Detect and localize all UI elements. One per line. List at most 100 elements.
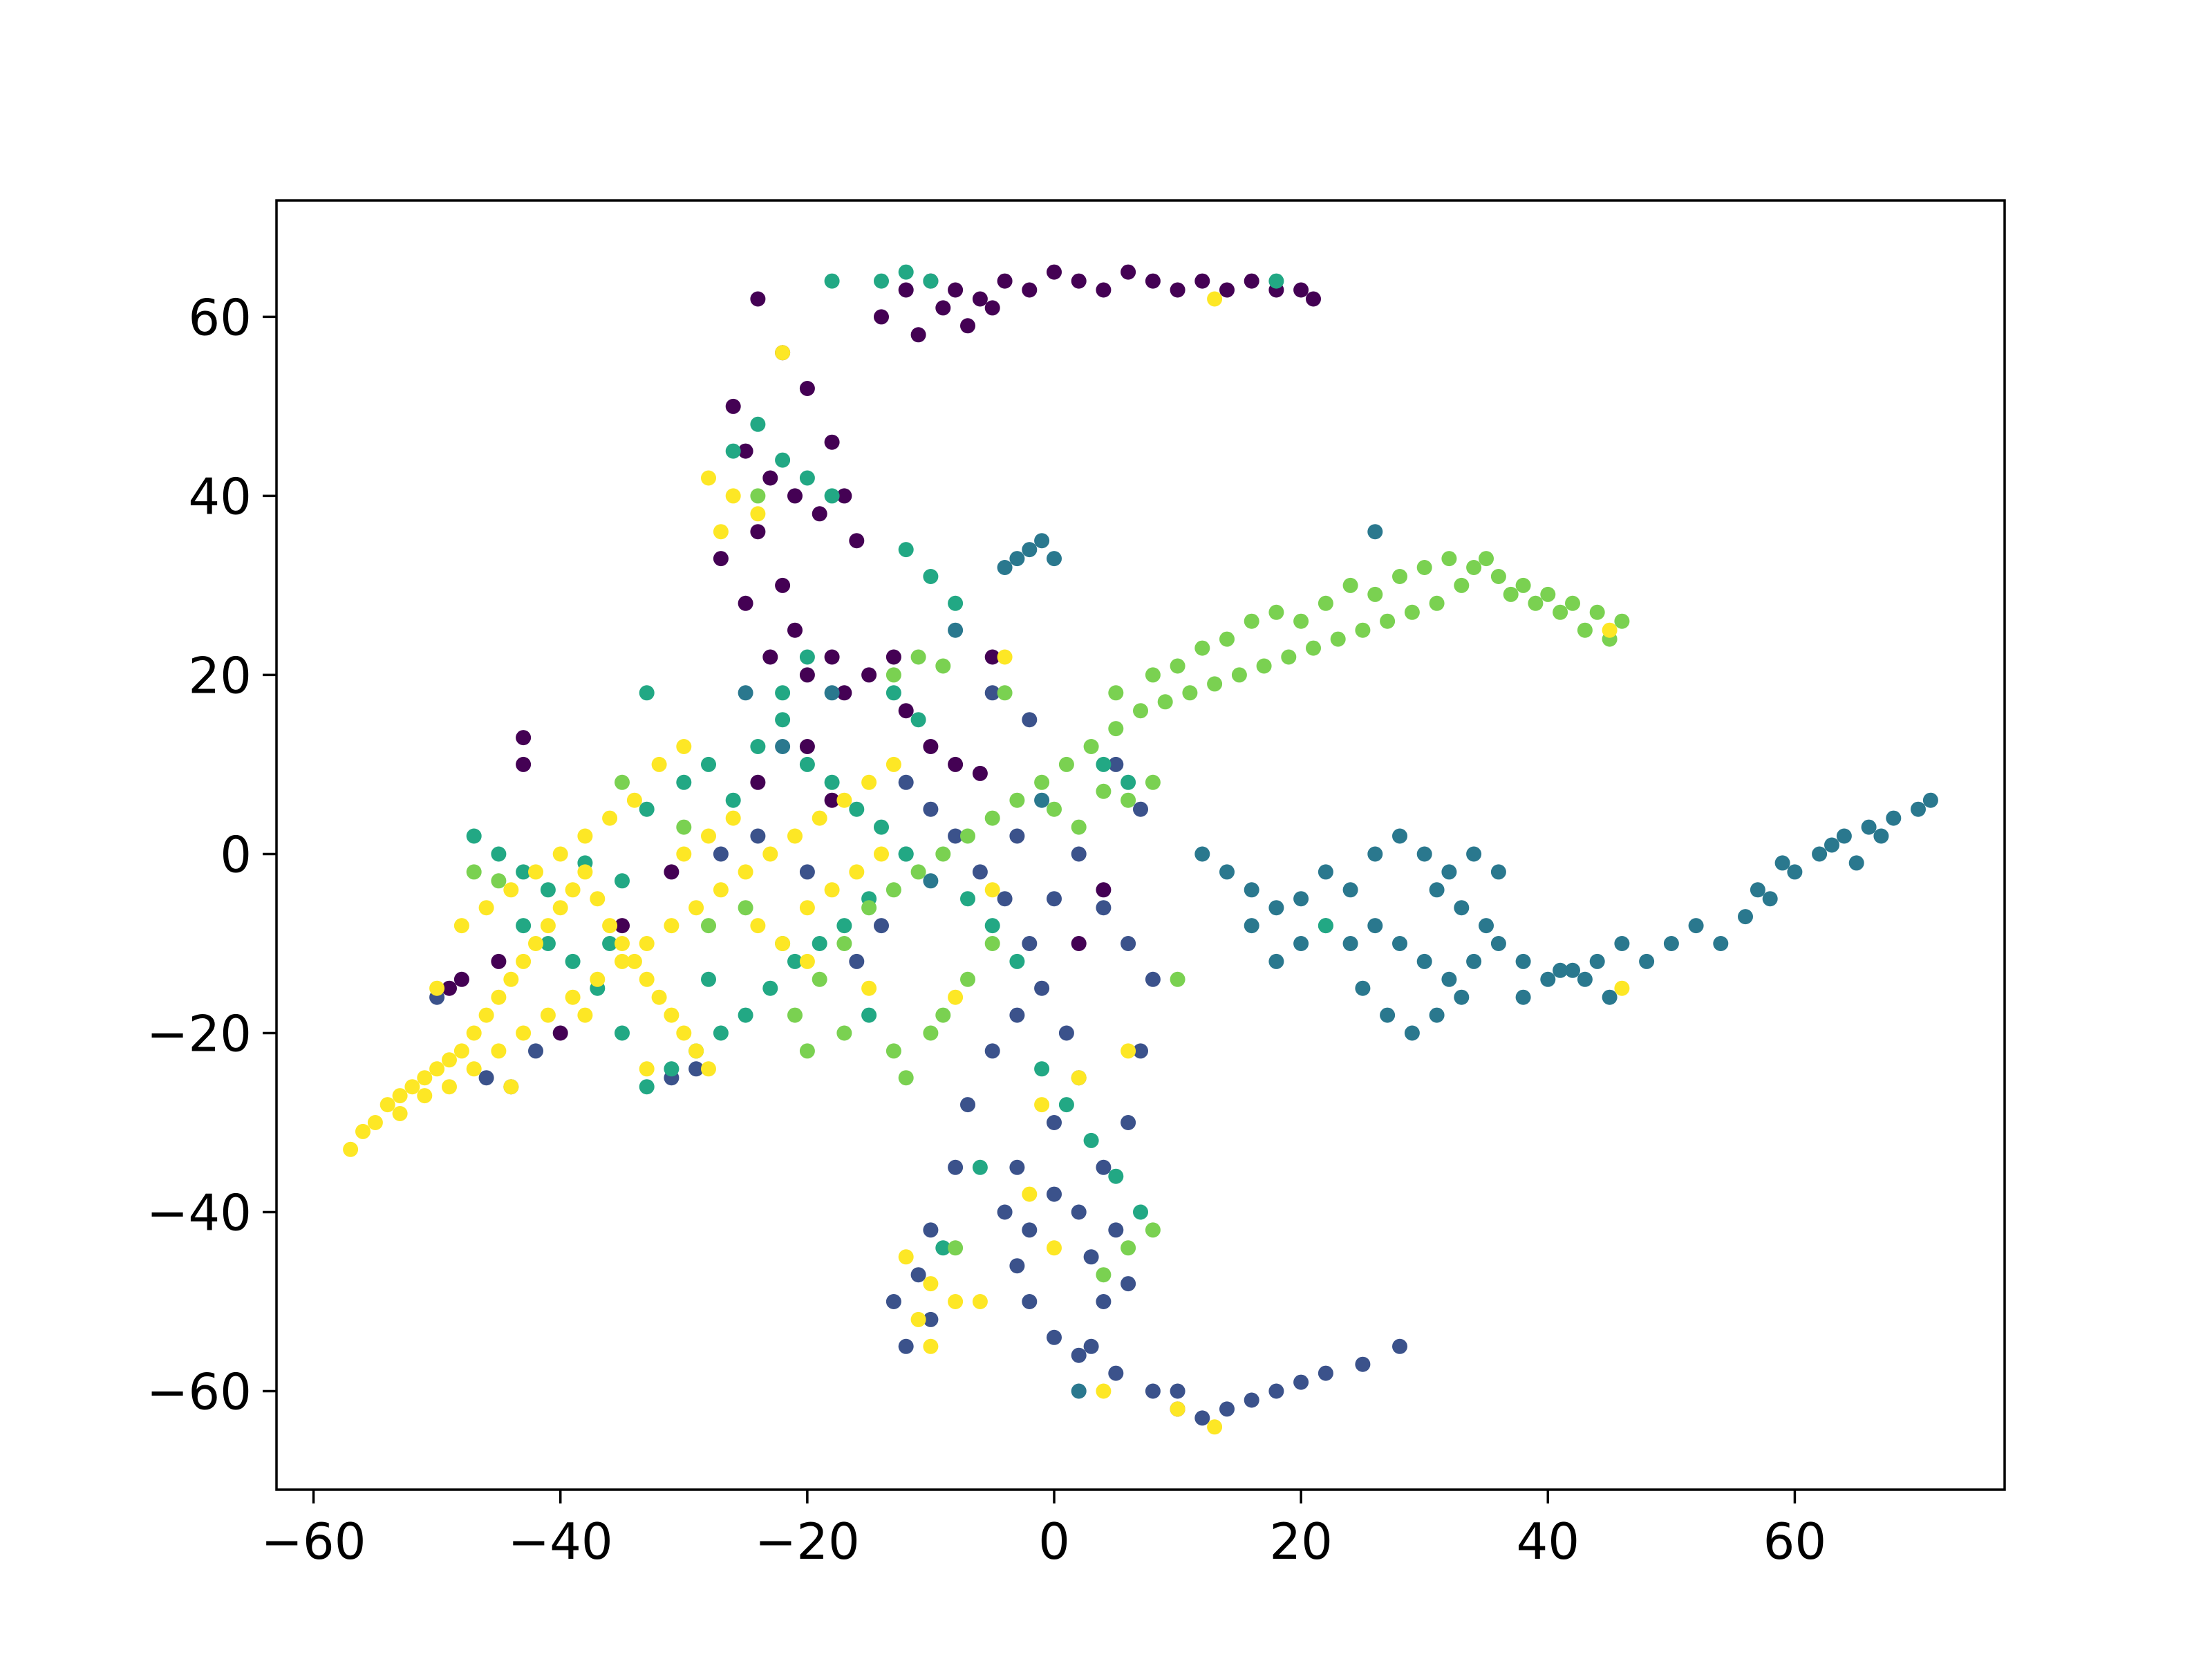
scatter-point [343, 1141, 359, 1157]
scatter-point [960, 828, 975, 844]
scatter-point [528, 864, 543, 880]
scatter-point [1022, 712, 1038, 728]
scatter-point [1342, 882, 1358, 898]
scatter-point [948, 595, 964, 611]
scatter-point [812, 971, 827, 987]
scatter-point [1688, 918, 1704, 934]
scatter-point [1306, 291, 1321, 307]
scatter-point [1121, 1276, 1136, 1292]
scatter-point [923, 873, 939, 889]
scatter-point [824, 273, 840, 289]
scatter-point [948, 828, 964, 844]
scatter-point [1219, 864, 1235, 880]
scatter-point [639, 685, 655, 701]
scatter-point [615, 953, 630, 969]
scatter-point [503, 1079, 519, 1095]
scatter-point [676, 774, 692, 790]
scatter-point [960, 891, 975, 907]
scatter-point [1133, 801, 1148, 817]
scatter-point [1083, 1132, 1099, 1148]
scatter-point [442, 980, 457, 996]
scatter-point [503, 971, 519, 987]
scatter-point [1293, 282, 1309, 298]
scatter-point [1540, 971, 1556, 987]
scatter-point [923, 1276, 939, 1292]
scatter-point [738, 1007, 753, 1023]
scatter-point [1034, 1061, 1050, 1077]
scatter-point [762, 846, 778, 862]
scatter-point [1047, 1115, 1062, 1130]
scatter-point [540, 882, 556, 898]
scatter-point [1108, 1222, 1124, 1238]
scatter-point [1466, 846, 1482, 862]
scatter-point [849, 533, 865, 549]
scatter-point [577, 828, 593, 844]
scatter-point [1614, 613, 1630, 629]
scatter-point [466, 864, 482, 880]
scatter-point [1034, 774, 1050, 790]
scatter-point [1047, 264, 1062, 280]
scatter-point [1441, 551, 1457, 567]
scatter-point [1355, 622, 1371, 638]
scatter-point [1268, 273, 1284, 289]
scatter-point [787, 953, 803, 969]
scatter-point [701, 918, 716, 934]
scatter-point [1071, 936, 1087, 951]
scatter-point [1392, 1338, 1407, 1354]
scatter-point [960, 971, 975, 987]
scatter-point [1528, 595, 1544, 611]
scatter-point [528, 1043, 543, 1059]
scatter-point [1219, 631, 1235, 647]
scatter-point [1231, 667, 1247, 683]
scatter-point [775, 345, 791, 361]
scatter-point [1047, 1240, 1062, 1256]
scatter-point [948, 1294, 964, 1309]
scatter-point [824, 649, 840, 665]
scatter-point [602, 810, 618, 826]
scatter-point [639, 801, 655, 817]
scatter-point [1071, 273, 1087, 289]
scatter-point [1787, 864, 1803, 880]
scatter-point [824, 774, 840, 790]
scatter-point [836, 488, 852, 504]
scatter-point [1367, 846, 1383, 862]
scatter-points [343, 264, 1938, 1435]
scatter-point [1416, 953, 1432, 969]
scatter-point [429, 1061, 445, 1077]
scatter-point [874, 918, 889, 934]
scatter-point [528, 936, 543, 951]
scatter-point [1293, 891, 1309, 907]
scatter-point [1490, 864, 1506, 880]
scatter-point [874, 273, 889, 289]
scatter-point [1121, 264, 1136, 280]
x-tick-label: −20 [755, 1512, 860, 1571]
scatter-point [1256, 658, 1272, 674]
scatter-point [984, 649, 1000, 665]
scatter-point [1182, 685, 1198, 701]
scatter-point [923, 1025, 939, 1041]
y-tick-label: −40 [147, 1184, 252, 1242]
scatter-point [923, 1311, 939, 1327]
scatter-point [1466, 953, 1482, 969]
scatter-point [898, 1070, 914, 1086]
scatter-point [1009, 792, 1025, 808]
scatter-point [688, 1043, 704, 1059]
scatter-point [491, 1043, 507, 1059]
scatter-point [1490, 936, 1506, 951]
y-tick-label: 60 [188, 288, 252, 346]
scatter-point [1318, 1365, 1333, 1381]
scatter-point [1540, 586, 1556, 602]
scatter-point [799, 900, 815, 916]
scatter-point [1836, 828, 1852, 844]
scatter-point [1145, 971, 1161, 987]
scatter-point [1121, 936, 1136, 951]
scatter-point [1047, 801, 1062, 817]
scatter-point [1873, 828, 1889, 844]
scatter-point [1244, 613, 1259, 629]
scatter-point [1355, 1356, 1371, 1372]
scatter-point [1047, 551, 1062, 567]
scatter-point [1824, 837, 1839, 853]
scatter-point [824, 434, 840, 450]
scatter-point [1404, 604, 1420, 620]
scatter-point [1515, 577, 1531, 593]
